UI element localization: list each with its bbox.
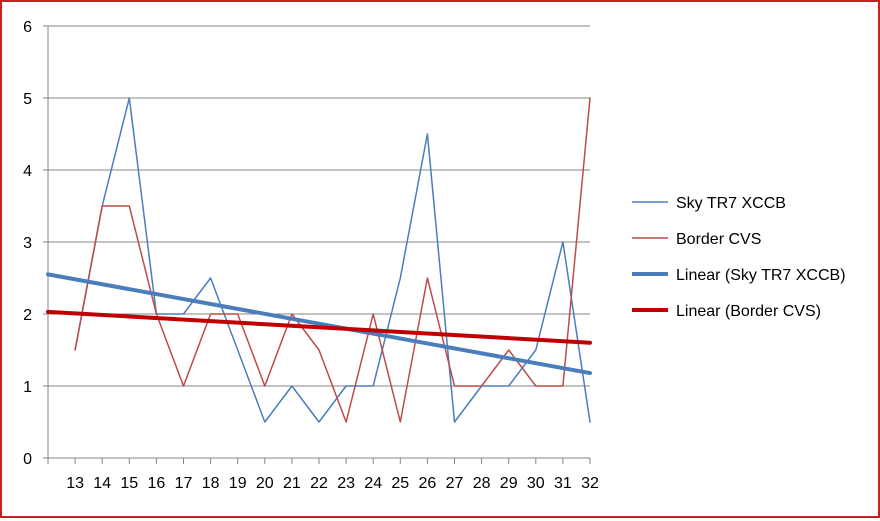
legend-item: Border CVS [632,231,761,248]
legend-item: Linear (Sky TR7 XCCB) [632,267,846,284]
x-tick-label: 20 [256,475,274,492]
trendline-series-line [46,309,592,345]
x-tick-label: 24 [364,475,382,492]
axes [43,25,591,464]
x-tick-label: 28 [473,475,491,492]
y-tick-label: 1 [23,379,32,396]
legend-item: Sky TR7 XCCB [632,195,786,212]
x-tick-label: 29 [500,475,518,492]
x-tick-label: 23 [337,475,355,492]
x-tick-label: 14 [93,475,111,492]
y-tick-label: 6 [23,19,32,36]
x-tick-label: 25 [391,475,409,492]
legend-label: Linear (Border CVS) [676,303,821,320]
y-tick-label: 0 [23,451,32,468]
data-series-line [74,97,591,423]
x-tick-label: 31 [554,475,572,492]
x-tick-label: 15 [120,475,138,492]
x-tick-label: 19 [229,475,247,492]
y-tick-label: 3 [23,235,32,252]
legend: Sky TR7 XCCB Border CVS Linear (Sky TR7 XC… [632,195,846,320]
x-tick-label: 18 [202,475,220,492]
y-axis-tick-labels: 0 1 2 3 4 5 6 [23,19,32,468]
x-tick-label: 27 [446,475,464,492]
x-tick-label: 22 [310,475,328,492]
legend-label: Sky TR7 XCCB [676,195,786,212]
x-tick-label: 32 [581,475,599,492]
data-series-line [74,97,591,423]
legend-label: Linear (Sky TR7 XCCB) [676,267,846,284]
x-tick-label: 21 [283,475,301,492]
x-axis-tick-labels: 13 14 15 16 17 18 19 20 21 22 23 24 25 26 27 28 29 30 31 32 [66,475,599,492]
y-tick-label: 2 [23,307,32,324]
x-tick-label: 17 [175,475,193,492]
series-lines [46,97,592,423]
legend-item: Linear (Border CVS) [632,303,821,320]
legend-label: Border CVS [676,231,761,248]
trendline-series-line [46,272,592,376]
x-tick-label: 30 [527,475,545,492]
y-tick-label: 4 [23,163,32,180]
y-tick-label: 5 [23,91,32,108]
x-tick-label: 26 [419,475,437,492]
x-tick-label: 13 [66,475,84,492]
x-tick-label: 16 [148,475,166,492]
